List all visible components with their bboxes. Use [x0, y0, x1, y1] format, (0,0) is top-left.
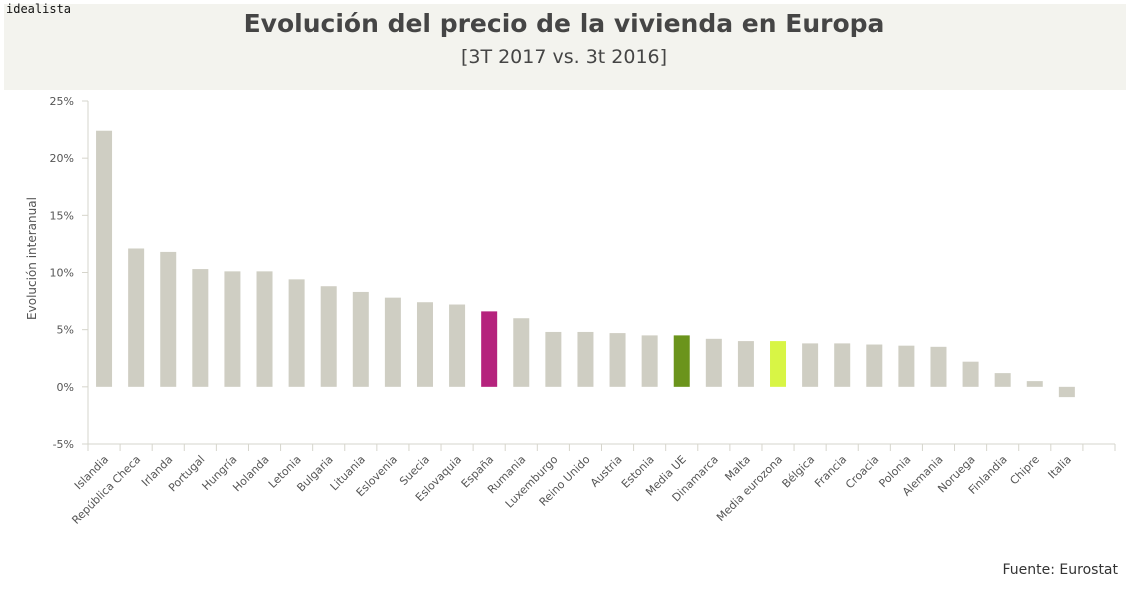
- bar-eslovaquia: [449, 304, 466, 387]
- bar-irlanda: [160, 251, 177, 387]
- x-tick-label: Croacia: [843, 453, 881, 491]
- x-tick-label: Francia: [812, 453, 849, 490]
- bar-hungría: [224, 271, 241, 387]
- x-tick-label: Chipre: [1007, 453, 1042, 488]
- y-tick-label: 20%: [50, 152, 74, 165]
- bar-bulgaria: [320, 286, 337, 387]
- chart-title: Evolución del precio de la vivienda en E…: [243, 9, 885, 38]
- x-tick-label: Austria: [588, 453, 625, 490]
- bar-austria: [609, 333, 626, 387]
- bar-españa: [481, 311, 498, 387]
- header-band: [4, 4, 1126, 90]
- bar-malta: [737, 341, 754, 387]
- x-tick-label: Bélgica: [780, 453, 818, 491]
- bar-croacia: [866, 344, 883, 387]
- y-axis-label: Evolución interanual: [25, 197, 39, 320]
- bar-francia: [834, 343, 851, 387]
- y-tick-label: 10%: [50, 267, 74, 280]
- source-note: Fuente: Eurostat: [1002, 562, 1119, 578]
- bar-eslovenia: [384, 297, 401, 387]
- bar-media-eurozona: [770, 341, 787, 387]
- bar-chipre: [1026, 381, 1043, 387]
- bar-portugal: [192, 269, 209, 387]
- y-tick-label: 0%: [57, 381, 74, 394]
- bar-reino-unido: [577, 331, 594, 387]
- bar-letonia: [288, 279, 305, 387]
- bar-italia: [1058, 386, 1075, 398]
- bar-dinamarca: [705, 338, 722, 387]
- bar-bélgica: [802, 343, 819, 387]
- y-tick-label: 25%: [50, 95, 74, 108]
- y-tick-label: -5%: [53, 438, 74, 451]
- bar-media-ue: [673, 335, 690, 387]
- bar-estonia: [641, 335, 658, 387]
- bar-suecia: [416, 302, 433, 387]
- bar-islandia: [96, 130, 113, 387]
- bar-finlandia: [994, 373, 1011, 387]
- bar-república-checa: [128, 248, 145, 387]
- bar-lituania: [352, 291, 369, 387]
- bar-polonia: [898, 345, 915, 387]
- bar-rumania: [513, 318, 530, 387]
- bar-noruega: [962, 361, 979, 387]
- x-tick-label: Italia: [1046, 453, 1074, 481]
- bar-luxemburgo: [545, 331, 562, 387]
- bar-alemania: [930, 346, 947, 387]
- chart-subtitle: [3T 2017 vs. 3t 2016]: [460, 46, 668, 68]
- x-tick-label: Malta: [722, 453, 753, 484]
- y-tick-label: 15%: [50, 209, 74, 222]
- bar-holanda: [256, 271, 273, 387]
- y-tick-label: 5%: [57, 324, 74, 337]
- brand-logo: idealista: [6, 2, 72, 16]
